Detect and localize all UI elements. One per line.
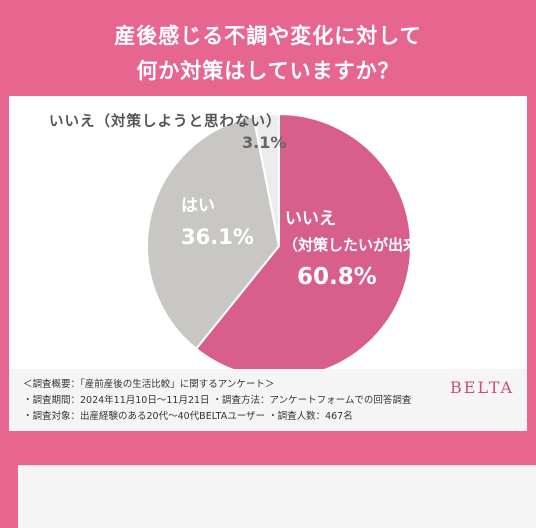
slice-label-no-action-line-1: いいえ xyxy=(285,209,336,229)
survey-note-summary: ＜調査概要：「産前産後の生活比較」に関するアンケート＞ xyxy=(23,379,275,390)
chart-title-line-1: 産後感じる不調や変化に対して xyxy=(114,24,422,48)
pie-slice-yes xyxy=(146,115,281,351)
pie-slice-no-action xyxy=(194,112,412,369)
slice-value-no-action: 60.8% xyxy=(297,264,377,290)
survey-note-target: ・調査対象：出産経験のある20代〜40代BELTAユーザー ・調査人数：467名 xyxy=(23,411,353,422)
survey-note-period: ・調査期間：2024年11月10日〜11月21日 ・調査方法：アンケートフォーム… xyxy=(23,395,412,406)
slice-value-yes: 36.1% xyxy=(181,225,254,249)
slice-label-yes: はい xyxy=(181,196,215,216)
slice-label-no-action-line-2: （対策したいが出来ていない） xyxy=(283,236,493,254)
survey-footer xyxy=(18,465,536,528)
survey-notes: ＜調査概要：「産前産後の生活比較」に関するアンケート＞ ・調査期間：2024年1… xyxy=(9,369,527,431)
brand-logo: BELTA xyxy=(450,378,515,397)
pie-chart: いいえ（対策しようと思わない） 3.1% はい 36.1% いいえ （対策したい… xyxy=(49,112,493,369)
slice-value-no-intention: 3.1% xyxy=(242,133,286,152)
pie-slice-no-intention xyxy=(252,112,280,247)
title-block: 産後感じる不調や変化に対して 何か対策はしていますか？ xyxy=(0,0,536,96)
slice-label-no-intention: いいえ（対策しようと思わない） xyxy=(49,112,282,130)
pie-slices xyxy=(146,112,412,369)
chart-title-line-2: 何か対策はしていますか？ xyxy=(136,59,400,83)
